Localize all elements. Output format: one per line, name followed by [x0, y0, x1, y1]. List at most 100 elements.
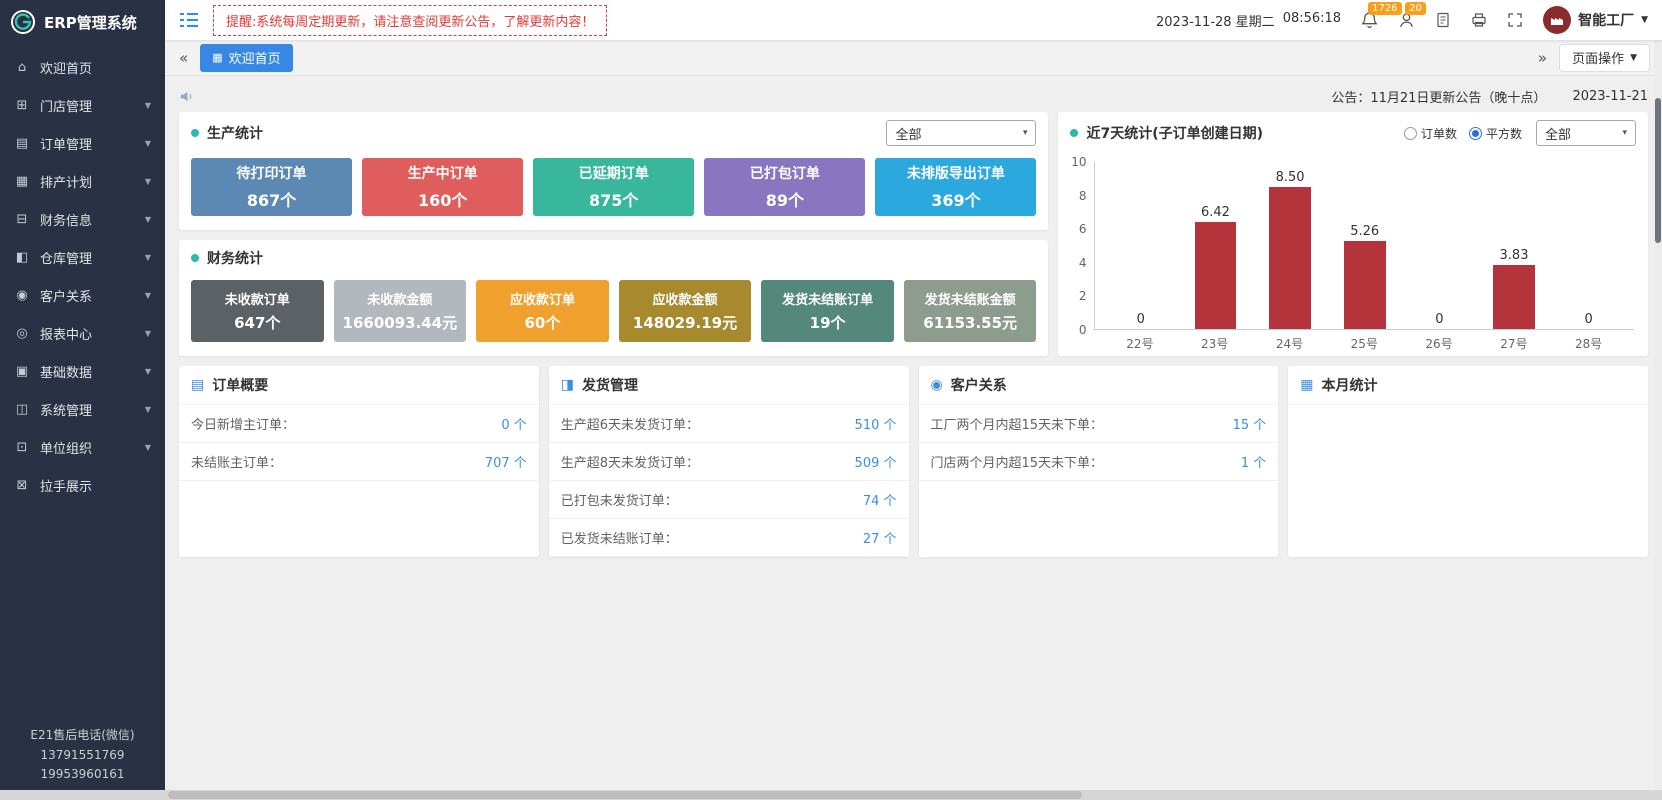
- row-value[interactable]: 707 个: [485, 452, 527, 471]
- sidebar-item-report[interactable]: ◎ 报表中心 ▼: [0, 314, 165, 352]
- y-tick-label: 10: [1071, 155, 1086, 169]
- bar-chart: 0246810 06.428.505.2603.830 22号23号24号25号…: [1058, 154, 1648, 356]
- sidebar-item-order[interactable]: ▤ 订单管理 ▼: [0, 124, 165, 162]
- row-value[interactable]: 74 个: [863, 490, 897, 509]
- menu-toggle-icon[interactable]: [179, 12, 199, 28]
- user-name: 智能工厂: [1578, 10, 1634, 30]
- summary-row-item[interactable]: 今日新增主订单： 0 个: [179, 405, 539, 443]
- bar-value-label: 0: [1584, 312, 1592, 327]
- row-value[interactable]: 509 个: [855, 452, 897, 471]
- summary-row-item[interactable]: 已打包未发货订单： 74 个: [549, 481, 909, 519]
- card-unscheduled-export-orders[interactable]: 未排版导出订单 369个: [875, 158, 1036, 216]
- sidebar-item-label: 报表中心: [40, 324, 92, 343]
- announcement-link[interactable]: 公告：11月21日更新公告（晚十点）: [1331, 87, 1546, 106]
- card-receivable-amount[interactable]: 应收款金额 148029.19元: [619, 280, 752, 342]
- y-tick-label: 2: [1079, 289, 1087, 303]
- row-value[interactable]: 27 个: [863, 528, 897, 547]
- sidebar-item-org[interactable]: ⊡ 单位组织 ▼: [0, 428, 165, 466]
- card-value: 867个: [247, 187, 296, 211]
- document-button[interactable]: [1435, 12, 1451, 28]
- summary-row-item[interactable]: 未结账主订单： 707 个: [179, 443, 539, 481]
- support-phone: 19953960161: [0, 765, 165, 784]
- row-value[interactable]: 1 个: [1241, 452, 1266, 471]
- row-value[interactable]: 0 个: [501, 414, 526, 433]
- sidebar-item-system[interactable]: ◫ 系统管理 ▼: [0, 390, 165, 428]
- summary-row: ▤ 订单概要 今日新增主订单： 0 个 未结账主订单： 707 个 ◨: [179, 366, 1648, 557]
- user-menu[interactable]: 智能工厂 ▼: [1543, 6, 1648, 34]
- bar-column: 3.83: [1477, 162, 1552, 329]
- app-logo[interactable]: ERP管理系统: [0, 0, 165, 44]
- sidebar-item-schedule[interactable]: ▦ 排产计划 ▼: [0, 162, 165, 200]
- sidebar-item-finance[interactable]: ⊟ 财务信息 ▼: [0, 200, 165, 238]
- sidebar-item-label: 仓库管理: [40, 248, 92, 267]
- bar-column: 6.42: [1178, 162, 1253, 329]
- panel-title: 客户关系: [951, 375, 1007, 395]
- card-delayed-orders[interactable]: 已延期订单 875个: [533, 158, 694, 216]
- production-filter-select[interactable]: 全部 ▾: [886, 120, 1036, 146]
- panel-title: 生产统计: [207, 123, 263, 143]
- notification-bell-button[interactable]: 1726: [1361, 12, 1378, 29]
- summary-row-item[interactable]: 生产超6天未发货订单： 510 个: [549, 405, 909, 443]
- row-label: 未结账主订单：: [191, 452, 282, 471]
- bar-column: 0: [1103, 162, 1178, 329]
- radio-order-count[interactable]: 订单数: [1404, 125, 1457, 142]
- bar[interactable]: [1195, 222, 1237, 329]
- card-shipped-unsettled-orders[interactable]: 发货未结账订单 19个: [761, 280, 894, 342]
- sidebar-item-welcome[interactable]: ⌂ 欢迎首页: [0, 48, 165, 86]
- stats-column: 生产统计 全部 ▾ 待打印订单 867个: [179, 112, 1048, 356]
- tabs-scroll-right-button[interactable]: »: [1536, 49, 1549, 67]
- tab-welcome-home[interactable]: ▦ 欢迎首页: [200, 44, 292, 72]
- card-label: 已打包订单: [750, 163, 820, 183]
- vertical-scrollbar[interactable]: [1654, 40, 1662, 790]
- sidebar-item-customer[interactable]: ◉ 客户关系 ▼: [0, 276, 165, 314]
- x-tick-label: 24号: [1252, 330, 1327, 350]
- user-message-button[interactable]: 20: [1398, 12, 1415, 29]
- sidebar-item-basicdata[interactable]: ▣ 基础数据 ▼: [0, 352, 165, 390]
- announcement-date: 2023-11-21: [1572, 89, 1648, 104]
- bell-badge: 1726: [1368, 2, 1401, 15]
- chart-filter-select[interactable]: 全部 ▾: [1536, 120, 1636, 146]
- summary-row-item[interactable]: 已发货未结账订单： 27 个: [549, 519, 909, 557]
- logo-icon: [10, 9, 36, 35]
- card-value: 61153.55元: [923, 312, 1017, 333]
- summary-row-item[interactable]: 工厂两个月内超15天未下单： 15 个: [919, 405, 1279, 443]
- top-row: 生产统计 全部 ▾ 待打印订单 867个: [179, 112, 1648, 356]
- sidebar-item-label: 排产计划: [40, 172, 92, 191]
- fullscreen-button[interactable]: [1507, 12, 1523, 28]
- dashboard-content: 公告：11月21日更新公告（晚十点） 2023-11-21 生产统计 全部: [165, 76, 1662, 800]
- sidebar-item-store[interactable]: ⊞ 门店管理 ▼: [0, 86, 165, 124]
- sidebar-item-warehouse[interactable]: ◧ 仓库管理 ▼: [0, 238, 165, 276]
- row-value[interactable]: 15 个: [1233, 414, 1267, 433]
- card-packed-orders[interactable]: 已打包订单 89个: [704, 158, 865, 216]
- monthly-stats-icon: ▦: [1300, 377, 1313, 393]
- page-operations-button[interactable]: 页面操作 ▼: [1559, 44, 1650, 72]
- radio-square-meters[interactable]: 平方数: [1469, 125, 1522, 142]
- header-right: 2023-11-28 星期二 08:56:18 1726 20: [1156, 6, 1648, 34]
- horizontal-scrollbar-thumb[interactable]: [168, 791, 1082, 799]
- vertical-scrollbar-thumb[interactable]: [1655, 98, 1661, 243]
- bar-column: 5.26: [1327, 162, 1402, 329]
- bar-value-label: 0: [1435, 312, 1443, 327]
- card-shipped-unsettled-amount[interactable]: 发货未结账金额 61153.55元: [904, 280, 1037, 342]
- card-unpaid-amount[interactable]: 未收款金额 1660093.44元: [334, 280, 467, 342]
- sidebar: ERP管理系统 ⌂ 欢迎首页 ⊞ 门店管理 ▼ ▤ 订单管理 ▼ ▦ 排产计划 …: [0, 0, 165, 800]
- summary-row-item[interactable]: 生产超8天未发货订单： 509 个: [549, 443, 909, 481]
- erp-app: ERP管理系统 ⌂ 欢迎首页 ⊞ 门店管理 ▼ ▤ 订单管理 ▼ ▦ 排产计划 …: [0, 0, 1662, 800]
- app-title: ERP管理系统: [44, 12, 137, 33]
- tabs-scroll-left-button[interactable]: «: [177, 49, 190, 67]
- card-unpaid-orders[interactable]: 未收款订单 647个: [191, 280, 324, 342]
- row-value[interactable]: 510 个: [855, 414, 897, 433]
- printer-button[interactable]: [1471, 12, 1487, 28]
- sidebar-item-label: 基础数据: [40, 362, 92, 381]
- bar[interactable]: [1269, 187, 1311, 329]
- card-receivable-orders[interactable]: 应收款订单 60个: [476, 280, 609, 342]
- sidebar-item-handle[interactable]: ⊠ 拉手展示: [0, 466, 165, 504]
- horizontal-scrollbar[interactable]: [0, 790, 1662, 800]
- sidebar-item-label: 拉手展示: [40, 476, 92, 495]
- bar[interactable]: [1344, 241, 1386, 329]
- card-in-production-orders[interactable]: 生产中订单 160个: [362, 158, 523, 216]
- bar[interactable]: [1493, 265, 1535, 329]
- summary-row-item[interactable]: 门店两个月内超15天未下单： 1 个: [919, 443, 1279, 481]
- printer-icon: [1471, 12, 1487, 28]
- card-waiting-print-orders[interactable]: 待打印订单 867个: [191, 158, 352, 216]
